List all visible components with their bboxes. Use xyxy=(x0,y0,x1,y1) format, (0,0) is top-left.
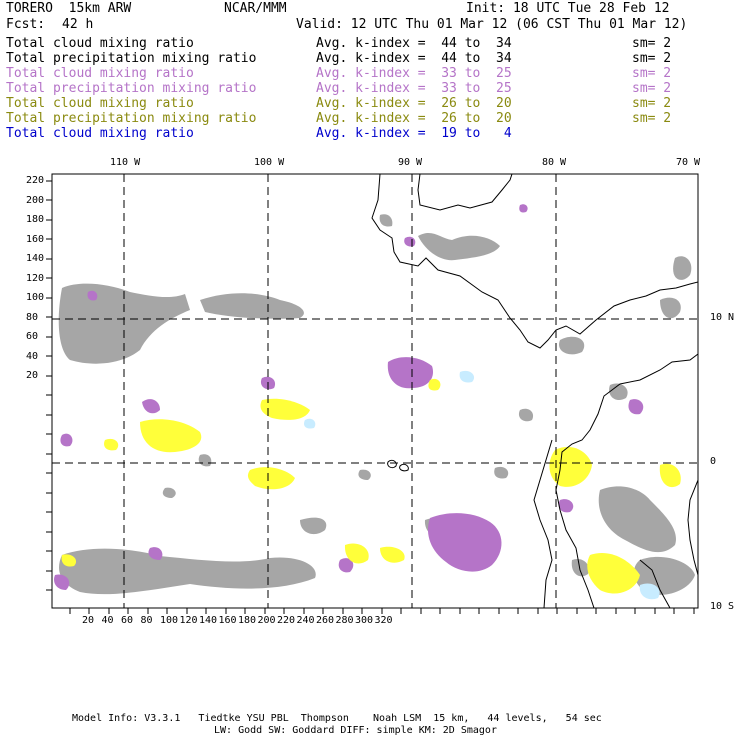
org-label: NCAR/MMM xyxy=(224,1,287,16)
x-tick-label: 200 xyxy=(257,615,276,626)
legend-sm: sm= 2 xyxy=(632,96,672,111)
longitude-label: 70 W xyxy=(676,157,701,168)
plot-frame xyxy=(51,173,699,609)
legend-kindex: Avg. k-index = 44 to 34 xyxy=(316,51,512,66)
legend-kindex: Avg. k-index = 33 to 25 xyxy=(316,81,512,96)
x-tick-label: 100 xyxy=(160,615,179,626)
yellow-cloud-field xyxy=(61,378,681,594)
legend-kindex: Avg. k-index = 33 to 25 xyxy=(316,66,512,81)
x-tick-label: 300 xyxy=(355,615,374,626)
model-info-line1: Model Info: V3.3.1 Tiedtke YSU PBL Thomp… xyxy=(72,713,602,724)
legend-field: Total cloud mixing ratio xyxy=(6,66,194,81)
legend-sm: sm= 2 xyxy=(632,36,672,51)
x-tick-label: 20 xyxy=(82,615,95,626)
left-ticks xyxy=(46,180,52,591)
legend-field: Total cloud mixing ratio xyxy=(6,96,194,111)
x-tick-label: 180 xyxy=(238,615,257,626)
model-title: TORERO 15km ARW xyxy=(6,1,132,16)
legend-kindex: Avg. k-index = 26 to 20 xyxy=(316,96,512,111)
y-tick-label: 20 xyxy=(26,370,39,381)
y-tick-label: 140 xyxy=(26,253,45,264)
forecast-label: Fcst: xyxy=(6,17,46,32)
y-tick-label: 220 xyxy=(26,175,45,186)
y-tick-label: 100 xyxy=(26,292,45,303)
longitude-label: 110 W xyxy=(110,157,141,168)
x-tick-label: 240 xyxy=(296,615,315,626)
precipitation-field xyxy=(304,370,660,600)
x-tick-label: 140 xyxy=(199,615,218,626)
x-tick-label: 160 xyxy=(218,615,237,626)
legend-kindex: Avg. k-index = 19 to 4 xyxy=(316,126,512,141)
longitude-label: 80 W xyxy=(542,157,567,168)
x-tick-label: 80 xyxy=(140,615,153,626)
lat-lon-grid xyxy=(52,174,698,608)
longitude-label: 90 W xyxy=(398,157,423,168)
legend-sm: sm= 2 xyxy=(632,66,672,81)
legend-field: Total precipitation mixing ratio xyxy=(6,51,257,66)
legend-field: Total cloud mixing ratio xyxy=(6,36,194,51)
x-tick-label: 120 xyxy=(179,615,198,626)
legend-kindex: Avg. k-index = 26 to 20 xyxy=(316,111,512,126)
latitude-label: 10 S xyxy=(710,601,735,612)
purple-cloud-field xyxy=(54,204,644,590)
y-tick-label: 180 xyxy=(26,214,45,225)
legend-kindex: Avg. k-index = 44 to 34 xyxy=(316,36,512,51)
legend-sm: sm= 2 xyxy=(632,111,672,126)
x-tick-label: 260 xyxy=(316,615,335,626)
x-tick-label: 220 xyxy=(277,615,296,626)
y-tick-label: 80 xyxy=(26,311,39,323)
legend-field: Total precipitation mixing ratio xyxy=(6,111,257,126)
legend-sm: sm= 2 xyxy=(632,51,672,66)
x-tick-label: 60 xyxy=(121,615,134,626)
forecast-value: 42 h xyxy=(62,17,94,32)
longitude-label: 100 W xyxy=(254,157,285,168)
y-tick-label: 160 xyxy=(26,233,45,245)
y-tick-label: 200 xyxy=(26,194,45,206)
x-tick-label: 320 xyxy=(374,615,393,626)
gray-cloud-field xyxy=(58,214,695,595)
valid-time: Valid: 12 UTC Thu 01 Mar 12 (06 CST Thu … xyxy=(296,17,688,32)
y-tick-label: 40 xyxy=(26,350,39,362)
model-info-line2: LW: Godd SW: Goddard DIFF: simple KM: 2D… xyxy=(214,725,497,736)
y-tick-label: 60 xyxy=(26,331,39,342)
coastline xyxy=(371,174,698,608)
latitude-label: 10 N xyxy=(710,312,735,323)
x-tick-label: 40 xyxy=(101,615,114,626)
legend-field: Total cloud mixing ratio xyxy=(6,126,194,141)
legend-sm: sm= 2 xyxy=(632,81,672,96)
y-tick-label: 120 xyxy=(26,272,45,284)
init-time: Init: 18 UTC Tue 28 Feb 12 xyxy=(466,1,670,16)
x-tick-label: 280 xyxy=(335,615,354,626)
legend-field: Total precipitation mixing ratio xyxy=(6,81,257,96)
latitude-label: 0 xyxy=(710,456,717,467)
bottom-ticks xyxy=(69,608,695,614)
